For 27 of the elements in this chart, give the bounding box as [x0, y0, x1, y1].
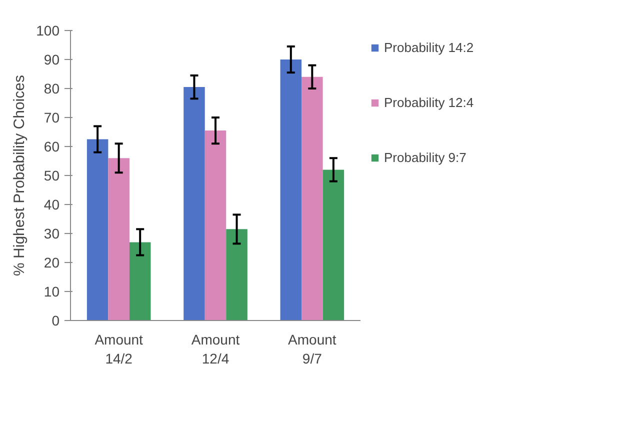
bar [226, 229, 248, 320]
y-tick-label: 10 [44, 284, 60, 300]
y-tick-label: 60 [44, 138, 60, 154]
y-tick-label: 40 [44, 196, 60, 212]
bar [129, 242, 151, 320]
y-tick-label: 20 [44, 254, 60, 270]
bar [322, 170, 344, 320]
y-tick-label: 50 [44, 168, 60, 184]
bar [280, 60, 302, 320]
legend-label: Probability 14:2 [384, 40, 474, 55]
y-tick-label: 70 [44, 110, 60, 126]
bar [302, 76, 323, 320]
y-tick-label: 0 [52, 312, 60, 328]
y-tick-label: 80 [44, 80, 60, 96]
bar [204, 130, 226, 320]
y-axis-title: % Highest Probability Choices [11, 75, 28, 276]
legend-label: Probability 12:4 [384, 95, 474, 110]
x-tick-label: Amount 12/4 [191, 332, 240, 367]
y-tick-label: 90 [44, 52, 60, 68]
bar [108, 158, 130, 320]
y-tick-label: 30 [44, 226, 60, 242]
bar [86, 139, 108, 320]
x-tick-label: Amount 14/2 [94, 332, 144, 367]
legend-label: Probability 9:7 [384, 150, 466, 165]
x-tick-label: Amount 9/7 [288, 332, 336, 367]
y-tick-label: 100 [36, 22, 60, 38]
bar [184, 87, 205, 320]
